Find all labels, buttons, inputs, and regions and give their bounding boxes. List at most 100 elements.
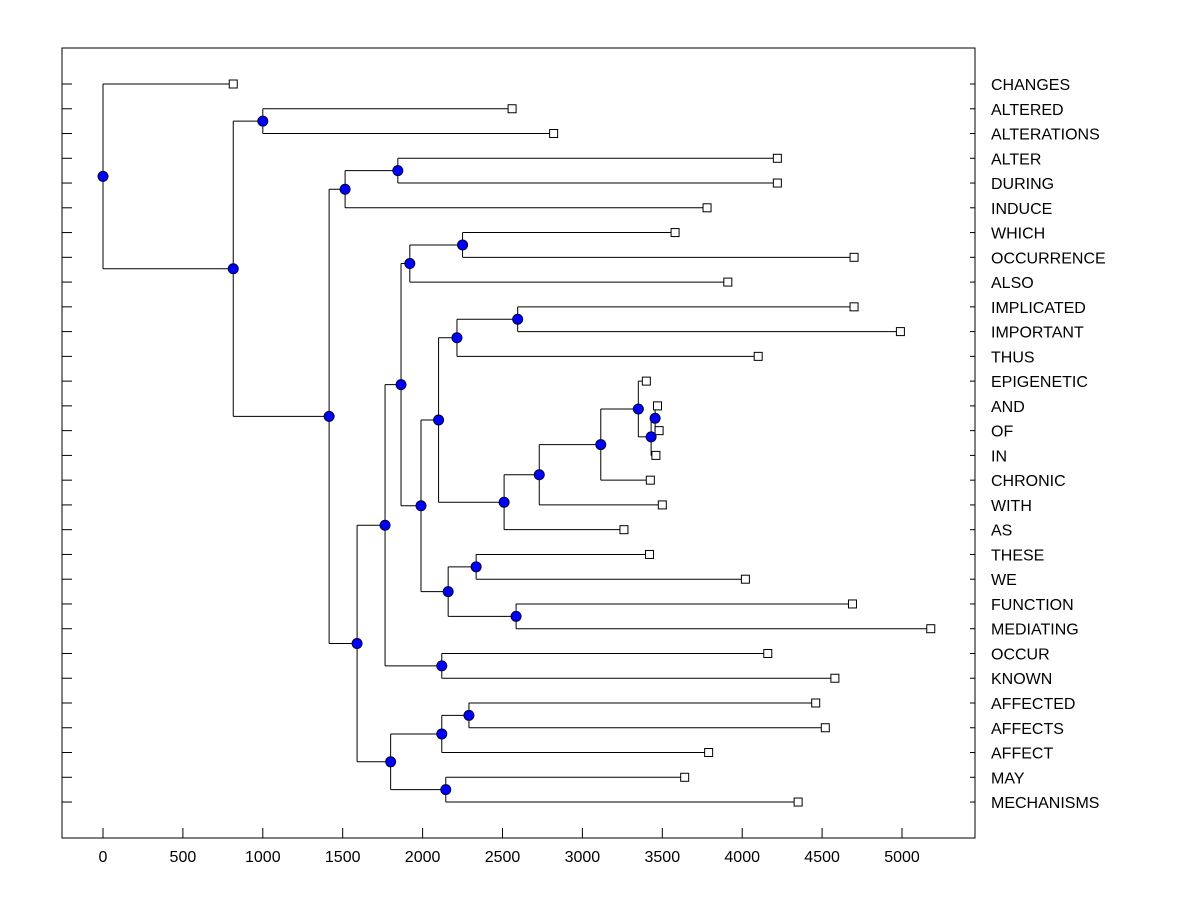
leaf-marker <box>820 723 830 733</box>
leaf-marker <box>849 252 859 262</box>
leaf-label: AFFECTS <box>991 721 1064 738</box>
dendrogram-branches <box>102 83 931 803</box>
leaf-marker <box>680 772 690 782</box>
leaf-label: DURING <box>991 176 1054 193</box>
leaf-marker <box>772 178 782 188</box>
dendrogram-nodes <box>97 115 661 796</box>
leaf-marker <box>763 648 773 658</box>
merge-node <box>436 728 448 740</box>
x-tick-label: 5000 <box>884 849 920 866</box>
x-tick-label: 1500 <box>325 849 361 866</box>
leaf-marker <box>549 129 559 139</box>
merge-node <box>257 115 269 127</box>
merge-node <box>463 709 475 721</box>
leaf-marker <box>895 327 905 337</box>
x-axis-tick-labels: 0 500 1000 1500 2000 2500 3000 3500 4000 4500 5000 <box>99 849 920 866</box>
merge-node <box>323 410 335 422</box>
right-axis-ticks <box>970 83 975 803</box>
leaf-marker <box>228 79 238 89</box>
leaf-marker <box>847 599 857 609</box>
merge-node <box>649 412 661 424</box>
merge-node <box>470 561 482 573</box>
leaf-label: EPIGENETIC <box>991 374 1088 391</box>
merge-node <box>351 638 363 650</box>
merge-node <box>632 403 644 415</box>
leaf-marker <box>619 525 629 535</box>
merge-node <box>379 519 391 531</box>
merge-node <box>457 239 469 251</box>
leaf-label: IMPORTANT <box>991 325 1084 342</box>
merge-node <box>533 469 545 481</box>
merge-node <box>415 500 427 512</box>
x-tick-label: 2000 <box>405 849 441 866</box>
x-tick-label: 500 <box>170 849 197 866</box>
merge-node <box>442 586 454 598</box>
left-axis-ticks <box>62 83 72 803</box>
leaf-marker <box>641 376 651 386</box>
leaf-label: KNOWN <box>991 671 1052 688</box>
leaf-marker <box>723 277 733 287</box>
leaf-label: WITH <box>991 498 1032 515</box>
leaf-marker <box>654 426 664 436</box>
x-tick-label: 4000 <box>724 849 760 866</box>
leaf-label: CHANGES <box>991 77 1070 94</box>
leaf-marker <box>753 351 763 361</box>
merge-node <box>451 332 463 344</box>
leaf-label: ALSO <box>991 275 1034 292</box>
leaf-label: WHICH <box>991 226 1045 243</box>
x-tick-label: 3500 <box>645 849 681 866</box>
leaf-marker <box>653 401 663 411</box>
merge-node <box>498 496 510 508</box>
merge-node <box>433 414 445 426</box>
leaf-marker <box>702 203 712 213</box>
leaf-label: OCCURRENCE <box>991 250 1106 267</box>
merge-node <box>645 431 657 443</box>
merge-node <box>392 165 404 177</box>
merge-node <box>395 379 407 391</box>
plot-frame <box>61 47 976 839</box>
merge-node <box>595 439 607 451</box>
merge-node <box>510 610 522 622</box>
merge-node <box>436 660 448 672</box>
merge-node <box>440 784 452 796</box>
leaf-marker <box>507 104 517 114</box>
x-tick-label: 1000 <box>245 849 281 866</box>
leaf-label: IMPLICATED <box>991 300 1086 317</box>
merge-node <box>339 183 351 195</box>
leaf-marker <box>830 673 840 683</box>
leaf-marker <box>793 797 803 807</box>
leaf-label: ALTERED <box>991 102 1064 119</box>
leaf-marker <box>704 748 714 758</box>
leaf-label: AND <box>991 399 1025 416</box>
merge-node <box>385 756 397 768</box>
merge-node <box>97 170 109 182</box>
dendrogram-leaves <box>228 79 936 807</box>
leaf-marker <box>849 302 859 312</box>
leaf-marker <box>740 574 750 584</box>
x-tick-label: 0 <box>99 849 108 866</box>
leaf-label: INDUCE <box>991 201 1052 218</box>
leaf-marker <box>811 698 821 708</box>
leaf-label: MEDIATING <box>991 622 1079 639</box>
leaf-label: FUNCTION <box>991 597 1074 614</box>
leaf-marker <box>670 228 680 238</box>
leaf-labels: CHANGES ALTERED ALTERATIONS ALTER DURING INDU… <box>991 77 1106 812</box>
leaf-label: MAY <box>991 770 1025 787</box>
x-tick-label: 3000 <box>565 849 601 866</box>
leaf-label: OF <box>991 424 1013 441</box>
leaf-label: ALTERATIONS <box>991 127 1100 144</box>
leaf-marker <box>651 450 661 460</box>
leaf-label: AFFECT <box>991 746 1053 763</box>
leaf-label: CHRONIC <box>991 473 1066 490</box>
leaf-marker <box>645 475 655 485</box>
leaf-label: ALTER <box>991 151 1041 168</box>
leaf-marker <box>926 624 936 634</box>
merge-node <box>512 313 524 325</box>
leaf-label: WE <box>991 572 1017 589</box>
leaf-label: THUS <box>991 349 1035 366</box>
leaf-label: MECHANISMS <box>991 795 1099 812</box>
leaf-label: OCCUR <box>991 646 1050 663</box>
leaf-label: IN <box>991 448 1007 465</box>
x-axis-ticks <box>102 828 903 838</box>
